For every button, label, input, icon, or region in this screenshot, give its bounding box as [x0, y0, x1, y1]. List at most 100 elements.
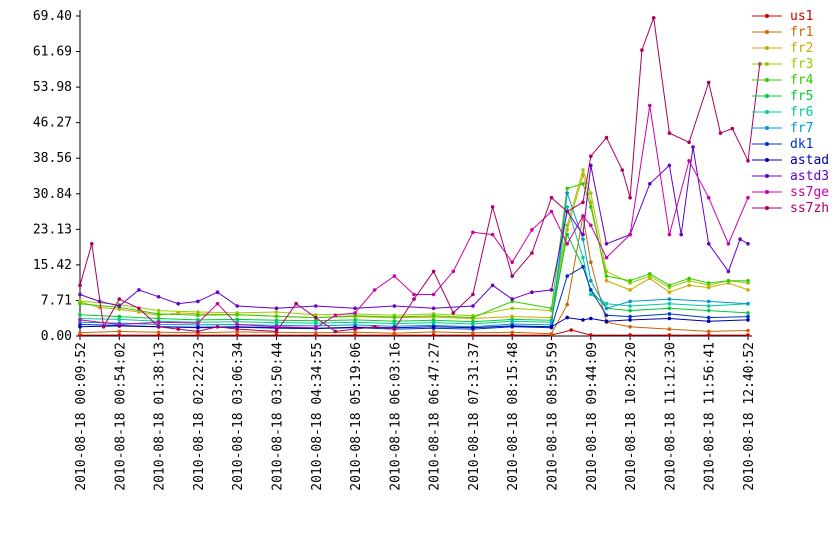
legend-item-fr2: fr2 — [752, 41, 813, 56]
data-point — [746, 242, 750, 246]
data-point — [604, 274, 609, 278]
data-point — [471, 331, 475, 335]
legend-marker — [765, 190, 769, 194]
data-point — [565, 274, 569, 278]
data-point — [176, 301, 180, 306]
x-tick-label: 2010-08-18 11:12:30 — [663, 342, 678, 491]
data-point — [687, 283, 691, 288]
data-point — [581, 265, 585, 269]
data-point — [589, 205, 593, 209]
data-point — [314, 321, 318, 325]
x-tick-label: 2010-08-18 06:03:16 — [388, 342, 403, 491]
data-point — [274, 329, 279, 334]
data-point — [530, 290, 534, 295]
series-line-astd3 — [79, 146, 749, 309]
data-point — [604, 319, 609, 324]
data-point — [372, 325, 377, 329]
data-point — [565, 209, 569, 214]
x-tick-label: 2010-08-18 03:06:34 — [231, 342, 246, 491]
data-point — [196, 329, 200, 334]
data-point — [628, 314, 632, 319]
series-fr6 — [78, 205, 750, 326]
data-point — [510, 306, 514, 311]
data-point — [412, 292, 416, 297]
data-point — [471, 315, 475, 320]
data-point — [510, 297, 514, 301]
data-point — [569, 328, 573, 332]
data-point — [235, 322, 239, 327]
data-point — [549, 288, 554, 292]
data-point — [235, 333, 239, 337]
x-tick-label: 2010-08-18 04:34:55 — [310, 342, 325, 491]
legend-marker — [765, 110, 769, 114]
legend-item-fr1: fr1 — [752, 25, 813, 40]
data-point — [101, 325, 106, 329]
x-tick-label: 2010-08-18 00:54:02 — [113, 342, 128, 491]
legend-marker — [765, 206, 769, 210]
data-point — [648, 182, 652, 186]
legend-item-astd3: astd3 — [752, 169, 829, 184]
data-point — [738, 237, 742, 241]
data-point — [530, 228, 534, 232]
data-point — [510, 260, 514, 265]
legend-marker — [765, 174, 769, 178]
data-point — [176, 311, 180, 315]
legend-marker — [765, 142, 769, 146]
data-point — [667, 163, 672, 168]
data-point — [431, 330, 436, 334]
data-point — [581, 168, 585, 172]
x-tick-label: 2010-08-18 02:22:23 — [192, 342, 207, 491]
data-point — [235, 313, 239, 317]
data-point — [687, 159, 691, 163]
data-point — [628, 232, 632, 237]
data-point — [706, 242, 711, 246]
data-point — [510, 274, 514, 278]
data-point — [490, 205, 495, 209]
data-point — [215, 301, 220, 306]
data-point — [726, 278, 731, 283]
data-point — [667, 297, 672, 301]
data-point — [353, 327, 357, 331]
y-tick-label: 69.40 — [33, 9, 72, 24]
legend-label: fr4 — [790, 73, 814, 88]
data-point — [156, 308, 161, 313]
data-point — [565, 302, 569, 307]
series-ss7ge — [78, 103, 750, 330]
data-point — [530, 251, 534, 255]
legend-marker — [765, 14, 769, 18]
series-line-fr3 — [79, 168, 749, 317]
data-point — [314, 325, 318, 330]
data-point — [648, 103, 652, 108]
y-tick-label: 30.84 — [33, 187, 72, 202]
data-point — [235, 327, 239, 331]
series-ss7zh — [78, 15, 762, 334]
data-point — [510, 314, 514, 319]
y-tick-label: 61.69 — [33, 45, 72, 60]
data-point — [471, 230, 475, 235]
data-point — [746, 311, 750, 315]
data-point — [353, 313, 357, 318]
x-tick-label: 2010-08-18 10:28:20 — [624, 342, 639, 491]
data-point — [746, 288, 750, 292]
data-point — [706, 304, 711, 308]
data-point — [604, 255, 609, 260]
data-point — [667, 131, 672, 135]
data-point — [353, 320, 357, 325]
data-point — [333, 313, 338, 318]
data-point — [746, 278, 750, 283]
data-point — [565, 315, 569, 320]
data-point — [156, 295, 161, 299]
x-tick-label: 2010-08-18 01:38:13 — [153, 342, 168, 491]
data-point — [353, 306, 357, 311]
data-point — [667, 306, 672, 311]
data-point — [706, 80, 711, 85]
data-point — [510, 330, 514, 335]
data-point — [78, 301, 82, 306]
series-lines — [78, 15, 762, 337]
x-tick-label: 2010-08-18 08:15:48 — [506, 342, 521, 491]
data-point — [604, 306, 609, 311]
data-point — [726, 269, 731, 274]
data-point — [78, 313, 82, 317]
data-point — [581, 182, 585, 186]
data-point — [156, 325, 161, 329]
